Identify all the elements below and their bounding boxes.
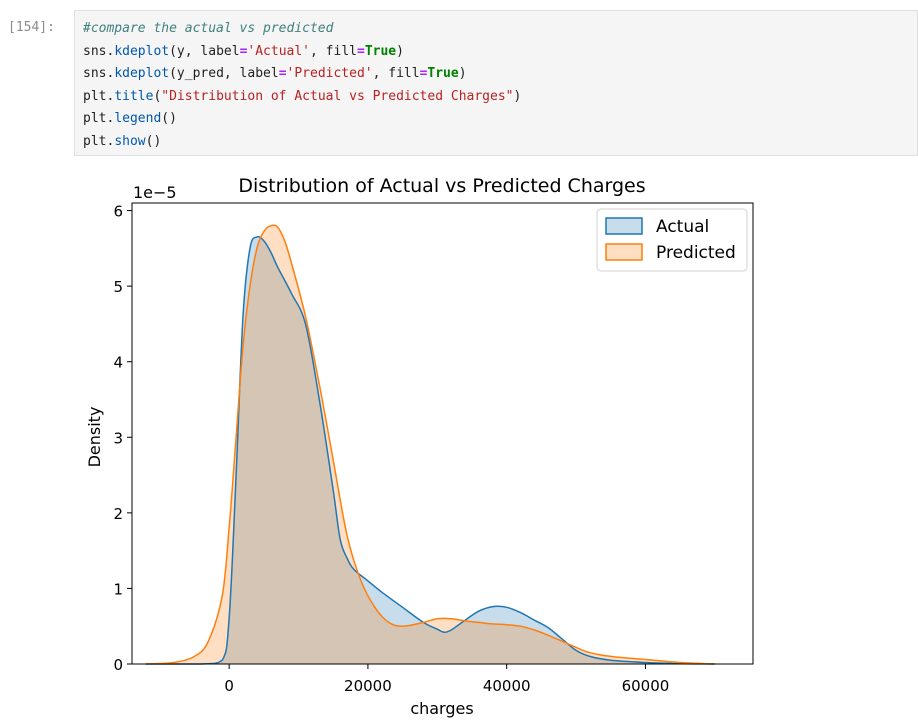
code-token: , fill [310,43,357,59]
code-token: (y_pred, label [169,66,279,81]
plot-frame [131,202,754,665]
y-tick-label: 6 [113,203,123,221]
kde-fill-actual [145,236,715,664]
x-axis-label: charges [410,699,473,718]
code-editor[interactable]: #compare the actual vs predicted sns.kdep… [83,18,521,153]
y-axis-label: Density [85,407,104,468]
code-token: () [145,133,162,149]
code-token: plt. [83,133,115,149]
kde-line-actual [145,235,715,665]
code-token: plt. [83,88,115,104]
legend-box [596,208,748,272]
code-cell[interactable]: #compare the actual vs predicted sns.kdep… [74,10,918,156]
code-token: = [356,43,365,59]
code-token: kdeplot [114,66,170,81]
code-token: True [364,43,397,59]
legend-label-predicted: Predicted [656,243,736,263]
code-token: legend [114,111,162,126]
legend-swatch-predicted [605,243,643,261]
x-tick-label: 20000 [344,677,392,695]
code-line: sns.kdeplot(y_pred, label='Predicted', f… [83,63,521,86]
code-token: plt. [83,111,115,126]
y-tick-label: 3 [113,429,123,447]
cell-prompt: [154]: [8,20,55,35]
code-token: 'Predicted' [286,66,373,81]
y-tick-label: 1 [113,580,123,598]
chart-title: Distribution of Actual vs Predicted Char… [238,175,645,197]
code-token: 'Actual' [247,43,311,59]
y-tick-label: 0 [113,656,123,674]
code-line: #compare the actual vs predicted [83,18,521,41]
code-token: #compare the actual vs predicted [83,21,334,36]
legend: Actual Predicted [596,208,748,272]
code-token: show [114,133,146,149]
code-token: sns. [83,66,115,81]
code-token: True [427,66,459,81]
x-tick-label: 40000 [483,677,531,695]
code-token: , fill [372,66,420,81]
code-token: title [114,88,154,104]
code-token: ) [396,43,404,59]
y-tick-label: 2 [113,505,123,523]
kde-fill-predicted [145,225,715,664]
x-tick-label: 60000 [622,677,670,695]
kde-line-predicted [145,224,715,665]
code-token: "Distribution of Actual vs Predicted Cha… [161,88,514,104]
code-line: plt.show() [83,131,521,154]
code-token: sns. [83,43,115,59]
code-token: = [239,43,248,59]
code-token: (y, label [169,43,240,59]
code-token: = [419,66,428,81]
y-offset-label: 1e−5 [133,183,177,202]
code-line: plt.legend() [83,108,521,131]
code-token: ) [458,66,467,81]
x-tick-label: 0 [224,677,234,695]
legend-swatch-actual [605,217,643,235]
code-token: ( [153,88,162,104]
legend-label-actual: Actual [656,217,709,237]
y-tick-label: 5 [113,278,123,296]
code-token: ) [513,88,522,104]
code-token: = [278,66,287,81]
code-token: () [161,111,177,126]
y-tick-label: 4 [113,354,123,372]
code-line: sns.kdeplot(y, label='Actual', fill=True… [83,41,521,64]
code-line: plt.title("Distribution of Actual vs Pre… [83,86,521,109]
code-token: kdeplot [114,43,170,59]
